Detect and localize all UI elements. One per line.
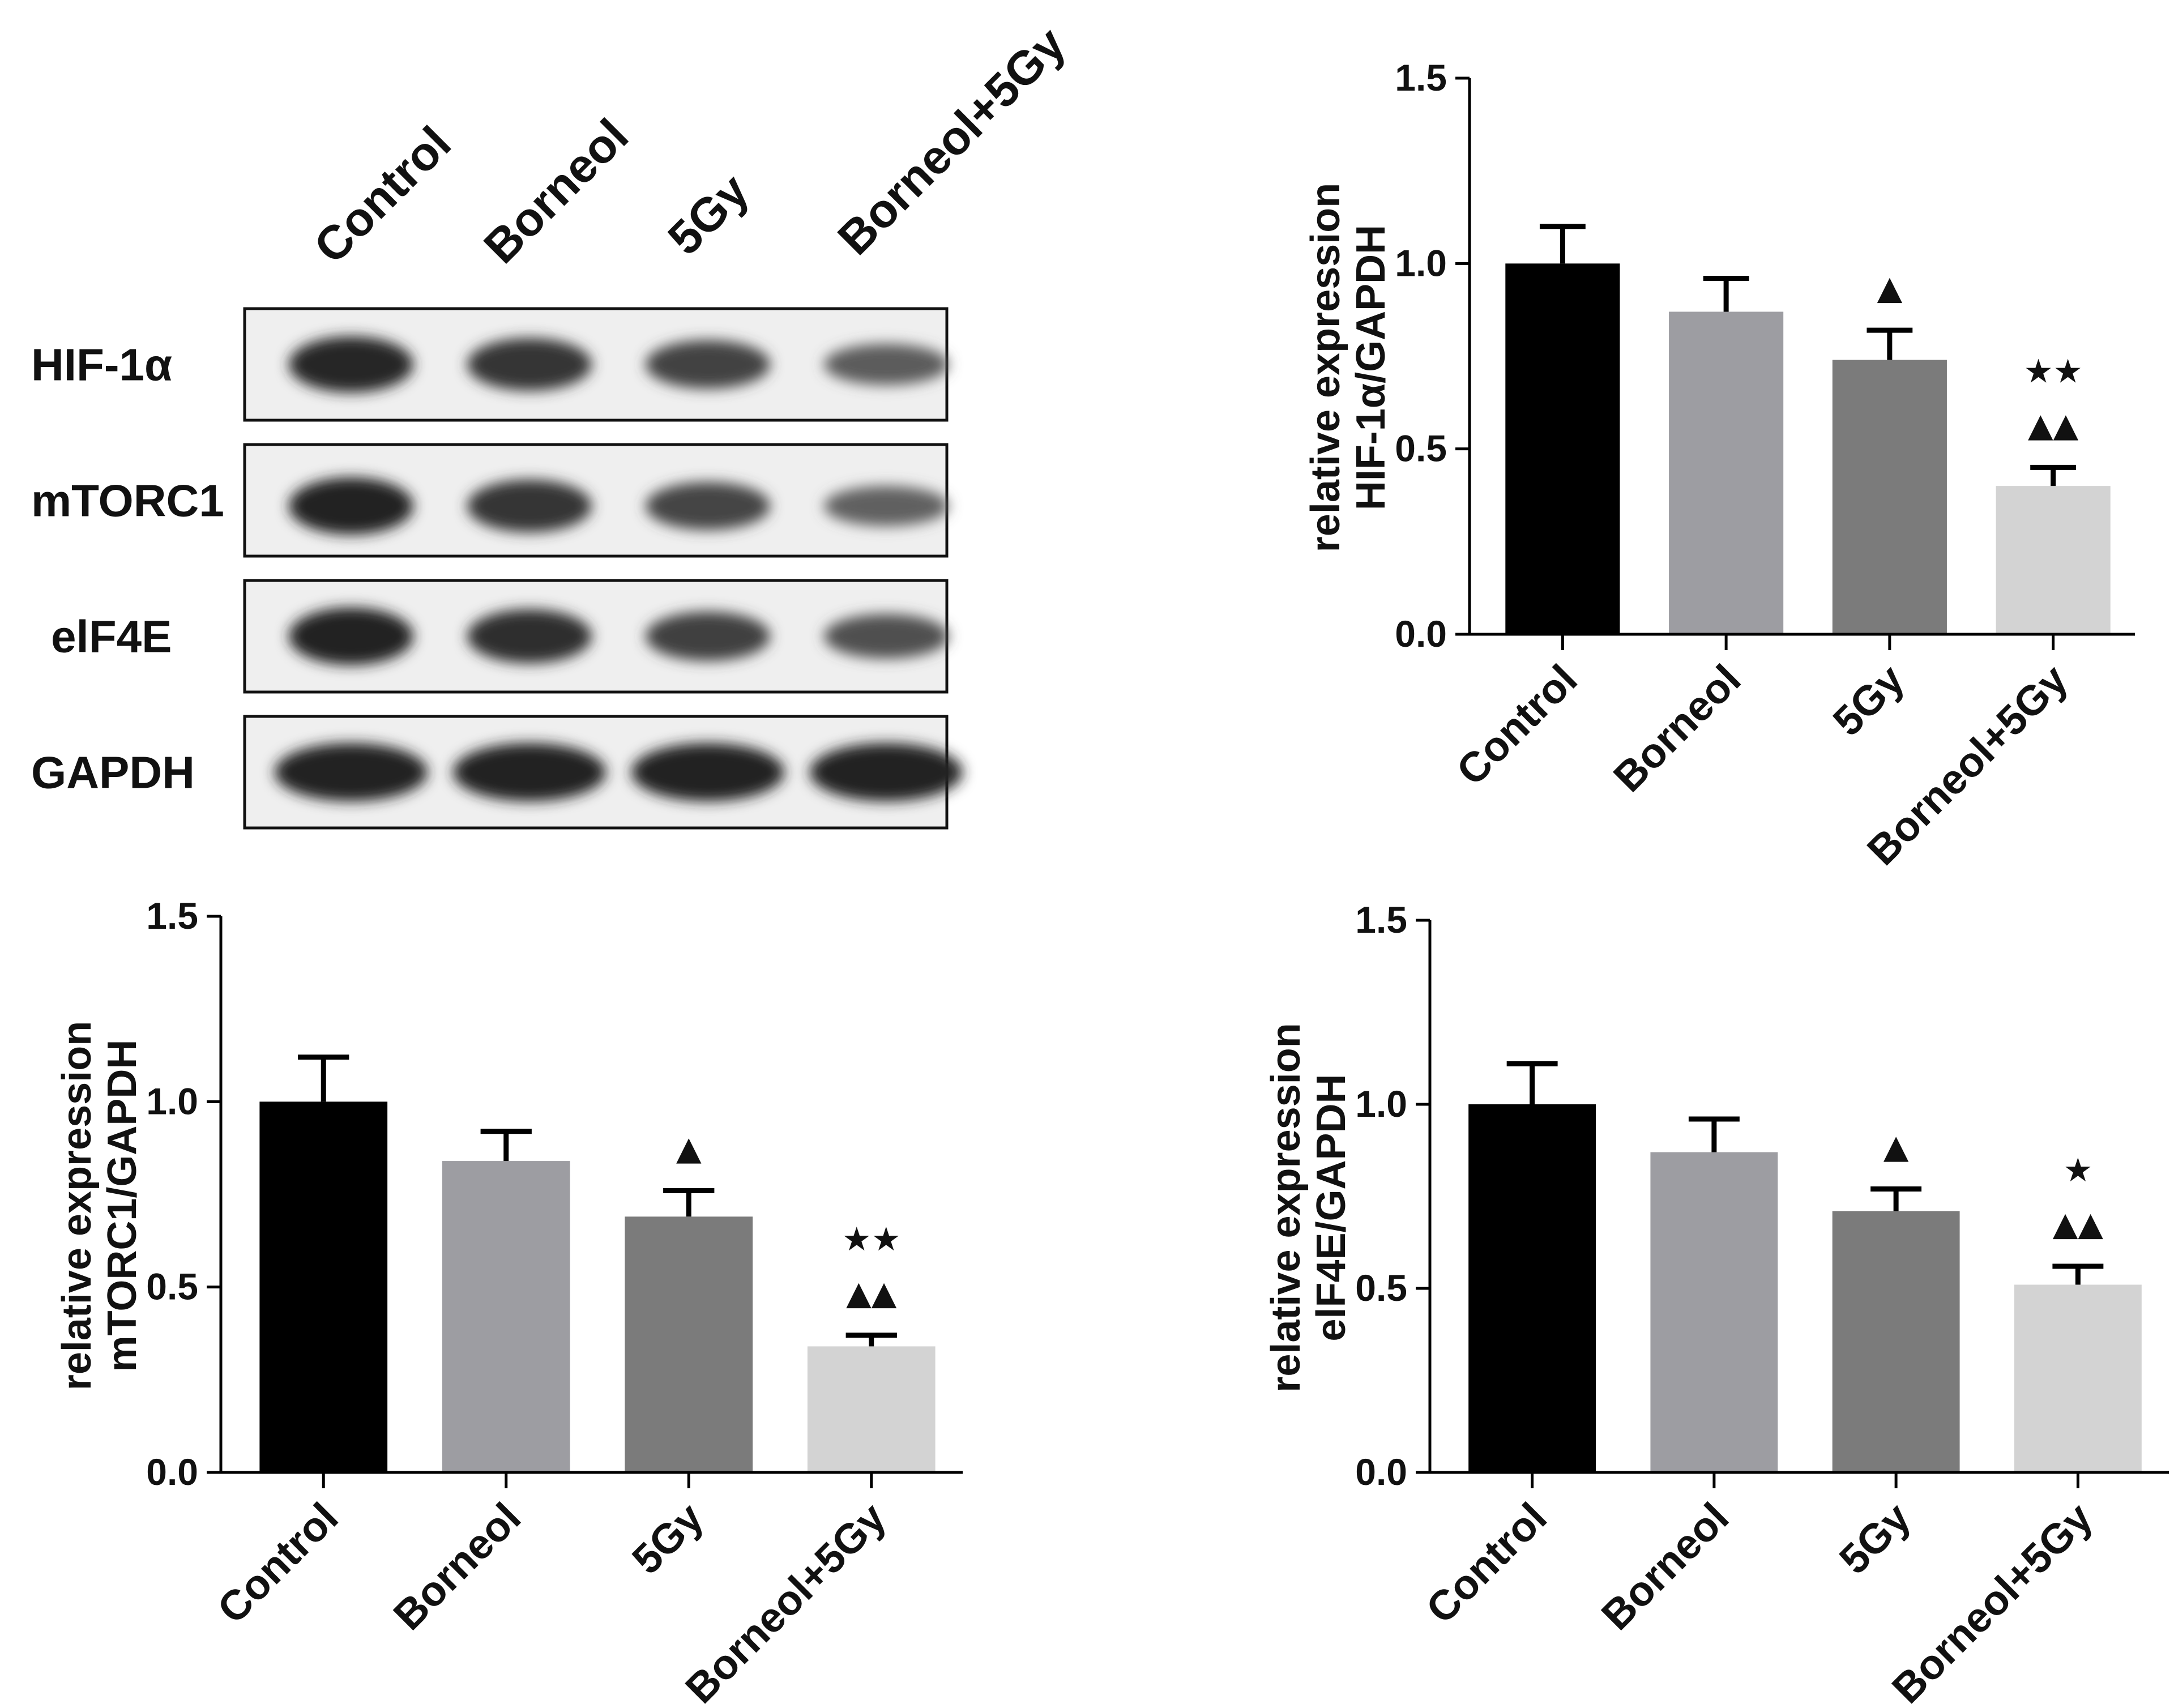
y-tick-label: 1.5 — [1355, 899, 1407, 941]
y-tick-label: 1.5 — [1395, 57, 1447, 99]
y-tick-label: 0.0 — [1395, 613, 1447, 655]
blot-band — [824, 344, 949, 385]
bar — [807, 1346, 936, 1472]
y-axis-title-line2: elF4E/GAPDH — [1309, 1074, 1354, 1341]
blot-band — [810, 743, 963, 801]
bar — [1468, 1104, 1596, 1472]
y-axis-title-line1: relative expression — [54, 1021, 100, 1390]
blot-band — [631, 743, 784, 801]
significance-marker: ▲▲ — [846, 1274, 897, 1312]
y-tick-label: 0.5 — [1395, 428, 1447, 469]
blot-band — [467, 609, 592, 664]
x-tick-label: Borneol — [385, 1494, 529, 1639]
y-axis-title-line2: mTORC1/GAPDH — [100, 1040, 145, 1372]
blot-band — [646, 482, 770, 530]
y-tick-label: 0.0 — [1355, 1451, 1407, 1493]
x-tick-label: 5Gy — [1824, 656, 1914, 745]
blot-band — [646, 340, 770, 389]
significance-marker: ▲ — [1877, 268, 1903, 307]
y-tick-label: 1.0 — [146, 1080, 198, 1122]
blot-row: mTORC1 — [31, 443, 949, 558]
blot-row-label: elF4E — [51, 612, 172, 662]
blot-band — [289, 477, 413, 535]
bar — [1669, 311, 1784, 634]
blot-lane-label: Borneol — [473, 109, 638, 274]
blot-band — [824, 614, 949, 659]
x-tick-label: Borneol — [1592, 1494, 1737, 1639]
x-tick-label: 5Gy — [1830, 1494, 1920, 1583]
western-blot-panel: Control Borneol 5Gy Borneol+5Gy HIF-1α mTORC1… — [31, 17, 1075, 830]
blot-lane-label: Borneol+5Gy — [827, 17, 1075, 265]
blot-row: GAPDH — [31, 715, 963, 830]
y-tick-label: 0.5 — [1355, 1267, 1407, 1309]
y-axis-title-line1: relative expression — [1303, 183, 1348, 552]
blot-band — [275, 743, 428, 801]
blot-band — [453, 743, 606, 801]
bar — [442, 1161, 570, 1472]
bar — [625, 1216, 753, 1472]
blot-lane-label: 5Gy — [657, 164, 759, 265]
significance-marker: ▲ — [1883, 1128, 1909, 1166]
x-tick-label: Borneol — [1604, 656, 1749, 801]
significance-marker: ▲▲ — [2053, 1205, 2104, 1243]
blot-band — [467, 479, 592, 533]
significance-marker: ▲ — [676, 1129, 702, 1167]
bar — [1650, 1152, 1778, 1472]
blot-row-label: GAPDH — [31, 748, 195, 798]
bar — [259, 1101, 388, 1472]
blot-band — [824, 486, 949, 526]
x-tick-label: Control — [1417, 1494, 1556, 1633]
x-tick-label: Control — [208, 1494, 347, 1633]
x-tick-label: Control — [1447, 656, 1586, 795]
bar — [1996, 486, 2111, 634]
y-tick-label: 1.0 — [1395, 242, 1447, 284]
blot-row: HIF-1α — [31, 307, 949, 422]
blot-row-label: mTORC1 — [31, 476, 224, 526]
blot-row: elF4E — [51, 579, 949, 694]
significance-marker: ★★ — [2024, 352, 2083, 390]
y-tick-label: 1.5 — [146, 895, 198, 937]
blot-band — [646, 611, 770, 661]
blot-band — [467, 338, 592, 391]
bar — [1832, 360, 1947, 634]
x-tick-label: 5Gy — [623, 1494, 712, 1583]
y-tick-label: 0.0 — [146, 1451, 198, 1493]
significance-marker: ★★ — [842, 1220, 901, 1258]
significance-marker: ▲▲ — [2028, 405, 2079, 444]
bar — [1832, 1211, 1960, 1472]
bar — [1505, 263, 1620, 634]
y-tick-label: 0.5 — [146, 1266, 198, 1308]
blot-band — [289, 336, 413, 393]
blot-lane-label: Control — [304, 116, 461, 274]
blot-band — [289, 607, 413, 665]
y-tick-label: 1.0 — [1355, 1083, 1407, 1125]
bar — [2014, 1284, 2142, 1472]
blot-row-label: HIF-1α — [31, 340, 172, 390]
y-axis-title-line2: HIF-1α/GAPDH — [1348, 225, 1394, 510]
significance-marker: ★ — [2063, 1151, 2092, 1189]
y-axis-title-line1: relative expression — [1263, 1023, 1309, 1392]
